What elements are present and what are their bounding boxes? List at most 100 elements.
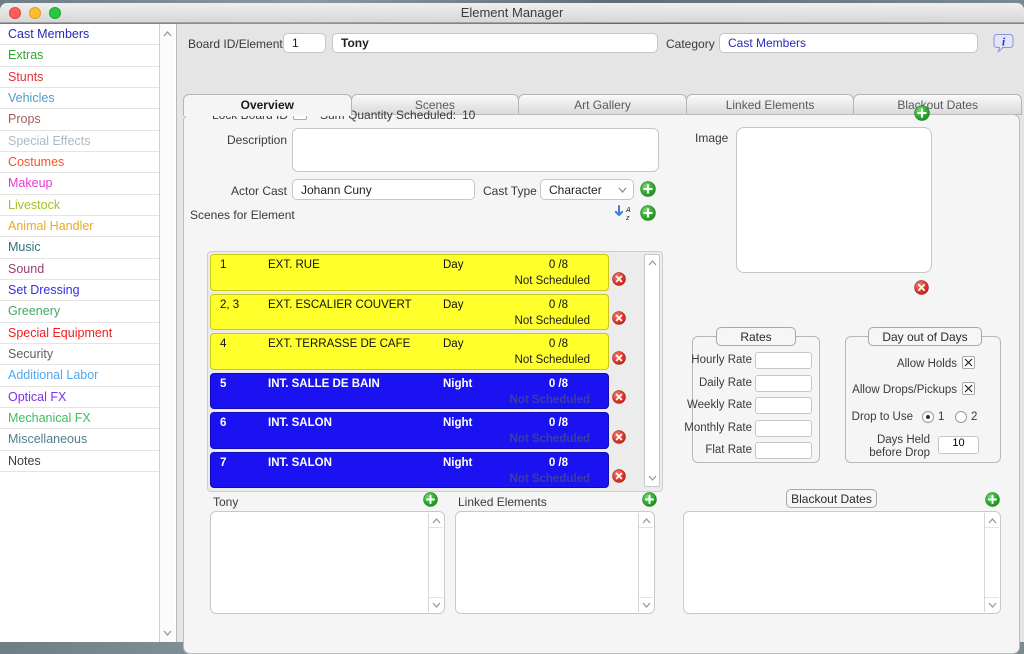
image-box[interactable] (736, 127, 932, 273)
scene-card-2[interactable]: 2, 3 EXT. ESCALIER COUVERT Day 0 /8 Not Sche… (210, 293, 609, 330)
scene-card-3[interactable]: 4 EXT. TERRASSE DE CAFE Day 0 /8 Not Schedul… (210, 333, 609, 370)
scroll-down-icon[interactable] (985, 597, 999, 611)
scene-card-6[interactable]: 7 INT. SALON Night 0 /8 Not Scheduled (210, 451, 609, 488)
sidebar-item-set-dressing[interactable]: Set Dressing (0, 280, 159, 302)
category-field[interactable] (719, 33, 978, 53)
sidebar-item-security[interactable]: Security (0, 344, 159, 366)
element-list-scrollbar[interactable] (428, 513, 443, 612)
weekly-rate-input[interactable] (756, 398, 811, 411)
sidebar-item-makeup[interactable]: Makeup (0, 173, 159, 195)
delete-scene-button[interactable] (609, 294, 629, 331)
blackout-dates-button[interactable]: Blackout Dates (786, 489, 877, 508)
tab-scenes[interactable]: Scenes (350, 94, 520, 115)
scenes-scrollbar[interactable] (644, 254, 660, 487)
sidebar-scrollbar[interactable] (159, 24, 175, 642)
scroll-up-icon[interactable] (985, 514, 999, 528)
add-scene-button[interactable] (640, 205, 656, 221)
scroll-up-icon[interactable] (429, 514, 443, 528)
sidebar-item-additional-labor[interactable]: Additional Labor (0, 365, 159, 387)
add-element-note-button[interactable] (423, 492, 438, 507)
element-list-box[interactable] (210, 511, 445, 614)
delete-scene-button[interactable] (609, 333, 629, 370)
sidebar-item-extras[interactable]: Extras (0, 45, 159, 67)
cast-type-select[interactable]: Character (540, 179, 634, 200)
blackout-dates-scrollbar[interactable] (984, 513, 999, 612)
add-blackout-date-button[interactable] (985, 492, 1000, 507)
minimize-window-icon[interactable] (29, 6, 41, 19)
allow-holds-checkbox[interactable] (962, 356, 975, 369)
flat-rate-field[interactable] (755, 442, 812, 460)
sidebar-item-optical-fx[interactable]: Optical FX (0, 387, 159, 408)
sidebar-item-mechanical-fx[interactable]: Mechanical FX (0, 408, 159, 430)
delete-scene-button[interactable] (609, 373, 629, 410)
actor-cast-field[interactable] (292, 179, 475, 200)
linked-elements-scrollbar[interactable] (638, 513, 653, 612)
sidebar-item-notes[interactable]: Notes (0, 451, 159, 472)
sort-az-icon[interactable]: A z (614, 205, 633, 222)
allow-drops-checkbox[interactable] (962, 382, 975, 395)
sidebar-item-stunts[interactable]: Stunts (0, 67, 159, 88)
board-id-input[interactable] (292, 36, 317, 50)
sidebar-item-animal-handler[interactable]: Animal Handler (0, 216, 159, 238)
scroll-up-icon[interactable] (639, 514, 653, 528)
scene-card-1[interactable]: 1 EXT. RUE Day 0 /8 Not Scheduled (210, 254, 609, 291)
close-window-icon[interactable] (9, 6, 21, 19)
delete-scene-button[interactable] (609, 254, 629, 291)
days-held-input[interactable] (939, 437, 978, 449)
scene-page-count: 0 /8 (548, 338, 568, 350)
sidebar-item-greenery[interactable]: Greenery (0, 301, 159, 323)
board-id-field[interactable] (283, 33, 326, 53)
scene-page-count: 0 /8 (548, 456, 568, 469)
element-name-field[interactable] (332, 33, 658, 53)
sidebar-item-costumes[interactable]: Costumes (0, 152, 159, 174)
hourly-rate-field[interactable] (755, 352, 812, 369)
scroll-down-icon[interactable] (639, 597, 653, 611)
weekly-rate-field[interactable] (755, 397, 812, 415)
scroll-down-icon[interactable] (160, 625, 175, 640)
actor-cast-input[interactable] (301, 182, 466, 197)
sidebar-item-special-equipment[interactable]: Special Equipment (0, 323, 159, 344)
sidebar-item-music[interactable]: Music (0, 237, 159, 259)
daily-rate-input[interactable] (756, 375, 811, 388)
description-textarea[interactable] (292, 128, 659, 172)
tab-art-gallery[interactable]: Art Gallery (518, 94, 687, 115)
days-held-field[interactable] (938, 436, 979, 454)
tab-overview[interactable]: Overview (183, 94, 352, 116)
hourly-rate-input[interactable] (756, 353, 811, 365)
scroll-up-icon[interactable] (160, 26, 175, 41)
scene-card-4[interactable]: 5 INT. SALLE DE BAIN Night 0 /8 Not Schedule… (210, 372, 609, 409)
sidebar-item-sound[interactable]: Sound (0, 259, 159, 280)
monthly-rate-field[interactable] (755, 419, 812, 437)
scene-card-5[interactable]: 6 INT. SALON Night 0 /8 Not Scheduled (210, 412, 609, 449)
tab-blackout-dates[interactable]: Blackout Dates (853, 94, 1022, 115)
remove-image-button[interactable] (914, 280, 929, 295)
flat-rate-input[interactable] (756, 443, 811, 456)
sum-quantity-value: 10 (462, 108, 476, 122)
drop-to-use-radio-1[interactable] (922, 411, 934, 423)
sidebar-item-props[interactable]: Props (0, 109, 159, 131)
delete-scene-button[interactable] (609, 452, 629, 489)
element-name-input[interactable] (341, 36, 649, 50)
scroll-down-icon[interactable] (645, 471, 659, 485)
blackout-dates-box[interactable] (683, 511, 1001, 614)
monthly-rate-input[interactable] (756, 420, 811, 433)
sidebar-item-vehicles[interactable]: Vehicles (0, 88, 159, 110)
add-cast-type-button[interactable] (640, 181, 656, 197)
drop-to-use-radio-2[interactable] (955, 411, 967, 423)
add-linked-element-button[interactable] (642, 492, 657, 507)
sidebar-item-livestock[interactable]: Livestock (0, 195, 159, 216)
sidebar-item-special-effects[interactable]: Special Effects (0, 131, 159, 152)
info-icon[interactable]: i (993, 31, 1015, 53)
scroll-down-icon[interactable] (429, 597, 443, 611)
category-input[interactable] (728, 36, 969, 50)
daily-rate-field[interactable] (755, 374, 812, 392)
sidebar-item-miscellaneous[interactable]: Miscellaneous (0, 429, 159, 451)
linked-elements-box[interactable] (455, 511, 655, 614)
tab-linked-elements[interactable]: Linked Elements (685, 94, 855, 115)
add-image-button[interactable] (914, 105, 930, 121)
zoom-window-icon[interactable] (49, 6, 61, 19)
scroll-up-icon[interactable] (645, 256, 659, 270)
delete-scene-button[interactable] (609, 412, 629, 449)
monthly-rate-label: Monthly Rate (684, 421, 752, 434)
sidebar-item-cast-members[interactable]: Cast Members (0, 24, 159, 46)
